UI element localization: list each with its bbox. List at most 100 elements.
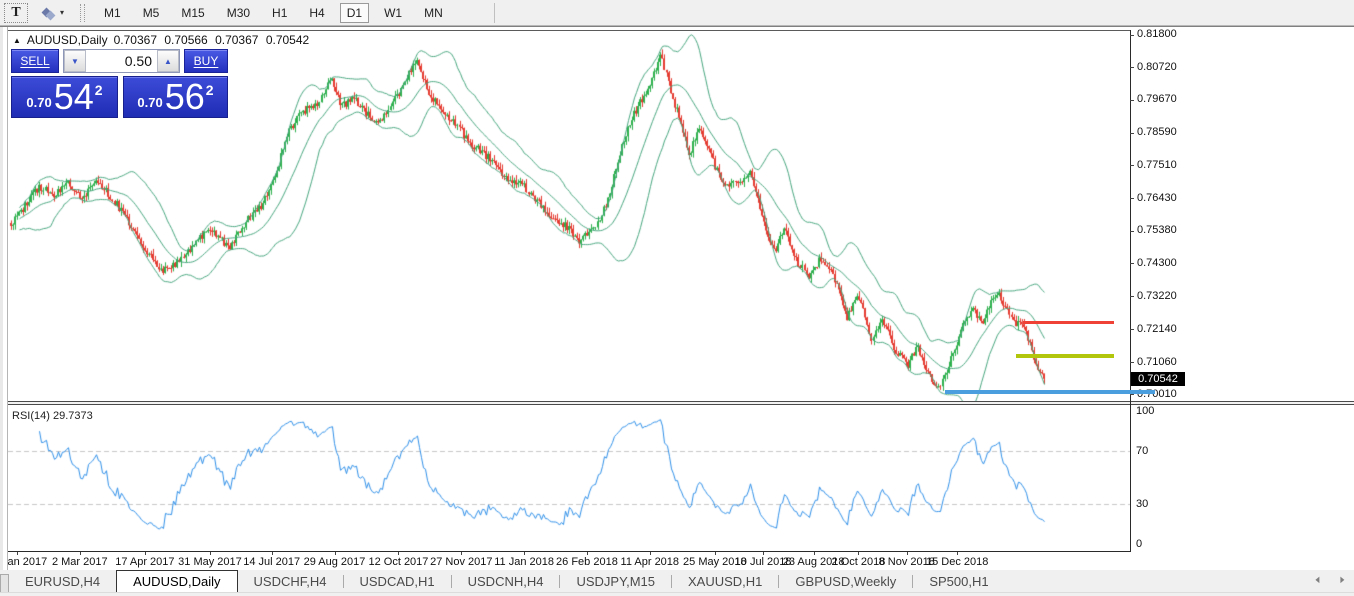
price-tick-label: 0.76430 — [1137, 191, 1177, 204]
rsi-level-label: 70 — [1136, 444, 1149, 457]
chevron-down-icon[interactable]: ▾ — [60, 8, 65, 17]
timeframe-button-H4[interactable]: H4 — [309, 5, 325, 20]
support-line[interactable] — [944, 389, 1155, 394]
date-tick-label: 11 Apr 2018 — [620, 556, 680, 568]
styler-button[interactable]: ▾ — [41, 6, 65, 21]
date-tick-mark — [524, 552, 526, 555]
chart-tab-gbpusd[interactable]: GBPUSD,Weekly — [795, 574, 897, 589]
sell-price-pipette: 2 — [94, 82, 103, 98]
rsi-level-label: 30 — [1136, 498, 1149, 511]
rsi-level-label: 0 — [1136, 538, 1143, 550]
price-tick-label: 0.73220 — [1137, 289, 1177, 302]
volume-decrease-button[interactable]: ▼ — [64, 50, 86, 72]
date-tick-mark — [271, 552, 273, 555]
toolbar-drag-handle[interactable] — [80, 3, 86, 22]
tab-scroll-right-icon[interactable]: ► — [1339, 574, 1346, 586]
timeframe-button-H1[interactable]: H1 — [272, 5, 288, 20]
tab-scroll-left-icon[interactable]: ◄ — [1314, 574, 1321, 586]
price-tick-label: 0.81800 — [1137, 28, 1177, 40]
date-tick-mark — [334, 552, 336, 555]
chart-tab-xauusd[interactable]: XAUUSD,H1 — [687, 574, 763, 589]
pane-splitter[interactable] — [0, 401, 1354, 405]
buy-button[interactable]: BUY — [184, 49, 228, 73]
price-tick-label: 0.79670 — [1137, 93, 1177, 106]
date-tick-label: 10 Jul 2018 — [734, 556, 792, 568]
price-tick-mark — [1130, 165, 1134, 167]
timeframe-button-W1[interactable]: W1 — [384, 5, 403, 20]
price-tick-label: 0.78590 — [1137, 126, 1177, 138]
rsi-indicator-label: RSI(14) 29.7373 — [12, 410, 93, 422]
buy-price-big: 56 — [164, 76, 205, 117]
date-tick-label: 11 Jan 2018 — [494, 556, 554, 568]
date-tick-label: 27 Nov 2017 — [430, 556, 493, 568]
one-click-trading-panel: SELL ▼ ▲ BUY 0.70 54 2 0.70 56 2 — [11, 49, 228, 118]
text-tool-button[interactable]: T — [4, 2, 28, 23]
date-tick-label: 17 Apr 2017 — [115, 556, 175, 568]
mid-support-line[interactable] — [1015, 353, 1115, 358]
date-tick-mark — [16, 552, 18, 555]
tab-separator — [342, 574, 344, 588]
close-value: 0.70542 — [265, 33, 310, 47]
timeframe-button-group: M1 M5 M15 M30 H1 H4 D1 W1 MN — [93, 2, 454, 23]
low-value: 0.70367 — [215, 33, 259, 47]
date-tick-label: 2 Oct 2018 — [831, 556, 886, 568]
tab-separator — [778, 574, 780, 588]
chart-tab-usdcnh[interactable]: USDCNH,H4 — [467, 574, 544, 589]
collapse-triangle-icon[interactable]: ▲ — [13, 35, 21, 45]
price-tick-mark — [1130, 230, 1134, 232]
price-tick-mark — [1130, 132, 1134, 134]
volume-increase-button[interactable]: ▲ — [157, 50, 179, 72]
timeframe-button-M5[interactable]: M5 — [142, 5, 160, 20]
price-tick-mark — [1130, 263, 1134, 265]
date-tick-label: 8 Nov 2018 — [878, 556, 935, 568]
chart-title: ▲ AUDUSD,Daily 0.70367 0.70566 0.70367 0… — [13, 33, 313, 47]
resistance-line[interactable] — [1023, 321, 1115, 325]
tab-separator — [912, 574, 914, 588]
chart-tab-usdjpy[interactable]: USDJPY,M15 — [576, 574, 655, 589]
date-tick-mark — [858, 552, 860, 555]
price-tick-label: 0.74300 — [1137, 256, 1177, 269]
sell-quote-button[interactable]: 0.70 54 2 — [11, 76, 118, 118]
date-tick-mark — [763, 552, 765, 555]
timeframe-button-MN[interactable]: MN — [424, 5, 443, 20]
toolbar-separator — [493, 2, 495, 23]
buy-label: BUY — [193, 54, 219, 68]
tab-separator — [450, 574, 452, 588]
volume-input[interactable] — [86, 50, 157, 72]
timeframe-button-M30[interactable]: M30 — [226, 5, 251, 20]
rsi-level-label: 100 — [1136, 405, 1155, 417]
price-tick-mark — [1130, 329, 1134, 331]
chart-tab-eurusd[interactable]: EURUSD,H4 — [25, 574, 101, 589]
date-tick-label: 14 Jul 2017 — [243, 556, 301, 568]
timeframe-button-D1[interactable]: D1 — [339, 2, 370, 23]
chart-tab-sp500[interactable]: SP500,H1 — [929, 574, 989, 589]
date-tick-label: 31 May 2017 — [178, 556, 242, 568]
date-tick-label: 26 Feb 2018 — [556, 556, 618, 568]
date-tick-mark — [209, 552, 211, 555]
rsi-pane[interactable] — [8, 405, 1130, 552]
price-tick-label: 0.72140 — [1137, 322, 1177, 335]
timeframe-button-M15[interactable]: M15 — [181, 5, 205, 20]
tab-separator — [670, 574, 672, 588]
price-tick-mark — [1130, 362, 1134, 364]
price-tick-mark — [1130, 394, 1134, 396]
chart-tab-usdchf[interactable]: USDCHF,H4 — [253, 574, 327, 589]
chart-tab-audusd[interactable]: AUDUSD,Daily — [116, 570, 238, 592]
date-tick-label: 17 Jan 2017 — [0, 556, 48, 568]
chart-window: ▲ AUDUSD,Daily 0.70367 0.70566 0.70367 0… — [0, 26, 1354, 570]
price-axis-border — [1130, 30, 1131, 552]
sell-label: SELL — [20, 54, 50, 68]
date-tick-mark — [714, 552, 716, 555]
tab-stub — [0, 574, 9, 592]
price-tick-label: 0.71060 — [1137, 355, 1177, 368]
timeframe-button-M1[interactable]: M1 — [104, 5, 121, 20]
styler-icon — [45, 10, 56, 21]
current-price-badge: 0.70542 — [1131, 371, 1185, 386]
sell-button[interactable]: SELL — [11, 49, 59, 73]
date-tick-mark — [79, 552, 81, 555]
buy-quote-button[interactable]: 0.70 56 2 — [123, 76, 228, 118]
symbol-label: AUDUSD,Daily — [26, 33, 108, 47]
chart-tab-usdcad[interactable]: USDCAD,H1 — [359, 574, 435, 589]
status-strip — [0, 592, 1354, 596]
